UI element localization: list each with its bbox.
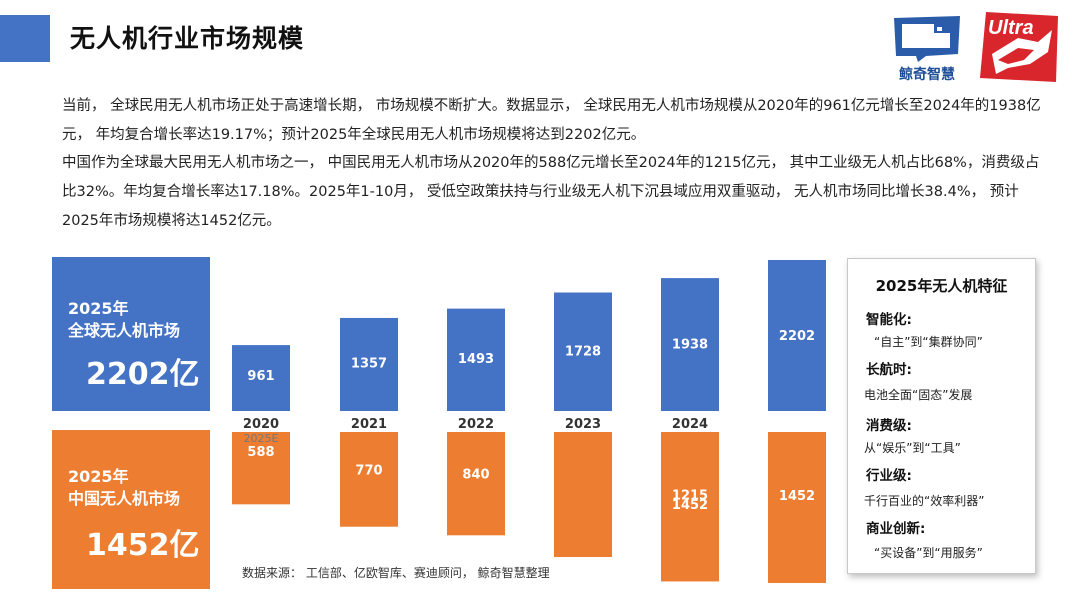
- global-bar-label: 1938: [672, 338, 708, 353]
- china-bar: [447, 432, 505, 536]
- jingqi-logo-name: 鲸奇智慧: [899, 67, 955, 83]
- china-bar-label: 1215: [672, 488, 708, 503]
- china-bar: [661, 432, 719, 582]
- china-market-box: 2025年 中国无人机市场 1452亿: [52, 430, 210, 589]
- global-bar-label: 2202: [779, 329, 815, 344]
- global-bar-label: 1728: [565, 344, 601, 359]
- china-bar: [554, 432, 612, 558]
- china-bar-label: 840: [462, 467, 489, 482]
- global-box-year: 2025年: [68, 299, 129, 318]
- feature-description: 千行百业的“效率利器”: [864, 494, 985, 508]
- global-bar-label: 961: [247, 369, 274, 384]
- ultra-logo-text: Ultra: [988, 17, 1034, 39]
- feature-description: 电池全面“固态”发展: [864, 388, 973, 402]
- jingqi-logo: 鲸奇智慧: [888, 12, 966, 86]
- global-market-box: 2025年 全球无人机市场 2202亿: [52, 257, 210, 411]
- features-title: 2025年无人机特征: [875, 277, 1008, 295]
- global-bar: [768, 260, 826, 411]
- china-bar-label: 770: [355, 464, 382, 479]
- year-label: 2021: [351, 417, 387, 432]
- ultra-logo: Ultra: [978, 8, 1060, 86]
- features-panel: 2025年无人机特征 智能化: “自主”到“集群协同” 长航时: 电池全面“固态…: [847, 258, 1036, 574]
- global-bar: [661, 278, 719, 411]
- intro-paragraph-china: 中国作为全球最大民用无人机市场之一， 中国民用无人机市场从2020年的588亿元…: [62, 155, 1040, 229]
- feature-heading: 消费级:: [866, 418, 912, 434]
- title-accent-bar: [0, 15, 50, 62]
- china-bar: [768, 432, 826, 584]
- intro-paragraph-global: 当前， 全球民用无人机市场正处于高速增长期， 市场规模不断扩大。数据显示， 全球…: [62, 98, 1041, 143]
- data-source: 数据来源： 工信部、亿欧智库、赛迪顾问， 鲸奇智慧整理: [242, 566, 550, 580]
- global-box-value: 2202亿: [86, 357, 200, 392]
- feature-description: “自主”到“集群协同”: [874, 335, 983, 349]
- global-bar: [554, 292, 612, 411]
- feature-heading: 行业级:: [866, 468, 912, 484]
- global-bar-label: 1493: [458, 352, 494, 367]
- year-label: 2024: [672, 417, 708, 432]
- global-bar: [232, 345, 290, 411]
- china-bar-label: 588: [247, 445, 274, 460]
- china-bar: [340, 432, 398, 527]
- forecast-china-label: 1452: [672, 498, 708, 513]
- feature-description: “买设备”到“用服务”: [874, 546, 983, 560]
- china-bar: [232, 432, 290, 505]
- year-label: 2020: [243, 417, 279, 432]
- global-bar: [340, 317, 398, 411]
- forecast-year-label: 2025E: [244, 432, 279, 445]
- year-label: 2023: [565, 417, 601, 432]
- china-box-value: 1452亿: [86, 528, 200, 563]
- feature-heading: 商业创新:: [866, 521, 926, 537]
- jingqi-logo-icon: [894, 16, 960, 62]
- feature-description: 从“娱乐”到“工具”: [864, 441, 961, 455]
- global-bar-label: 1357: [351, 356, 387, 371]
- feature-heading: 长航时:: [866, 362, 912, 378]
- page-title: 无人机行业市场规模: [70, 24, 305, 53]
- year-label: 2022: [458, 417, 494, 432]
- global-box-label: 全球无人机市场: [68, 321, 181, 340]
- china-box-label: 中国无人机市场: [68, 489, 181, 508]
- china-box-year: 2025年: [68, 467, 129, 486]
- china-bar-label: 1452: [779, 489, 815, 504]
- global-bar: [447, 308, 505, 411]
- ultra-logo-icon: Ultra: [980, 12, 1058, 82]
- feature-heading: 智能化:: [866, 312, 912, 328]
